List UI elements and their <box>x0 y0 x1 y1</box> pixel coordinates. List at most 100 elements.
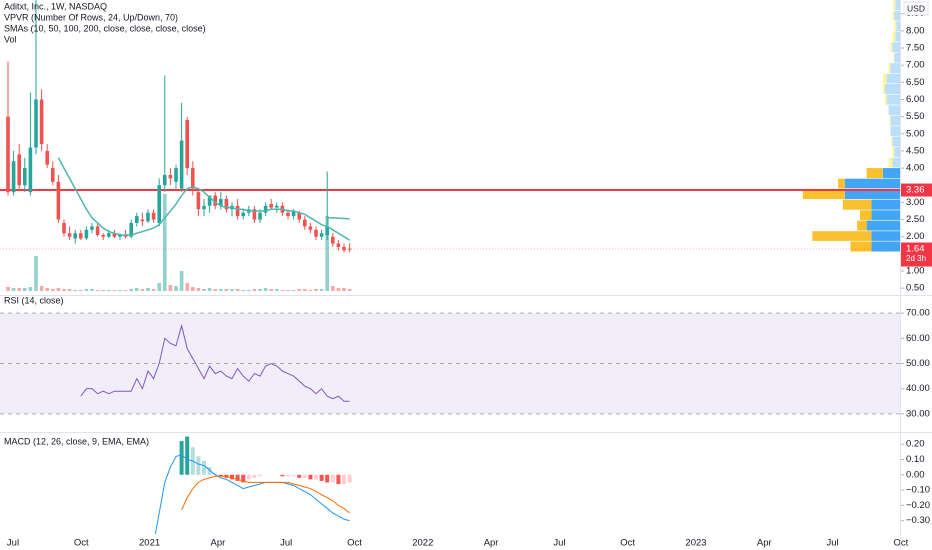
volume-bar <box>224 289 229 291</box>
volume-bar <box>73 290 77 291</box>
volume-bar <box>308 290 313 291</box>
poc-label: 3.36 <box>906 185 925 196</box>
profile-down <box>857 220 867 231</box>
volume-bar <box>258 289 262 291</box>
macd-histogram-bar <box>207 467 212 475</box>
macd-histogram-bar <box>330 474 335 483</box>
profile-down <box>892 31 896 42</box>
volume-bar <box>174 286 178 291</box>
profile-up <box>890 126 900 136</box>
profile-up <box>890 63 900 74</box>
volume-bar <box>314 289 318 291</box>
volume-bar <box>331 286 335 291</box>
x-tick-label: Oct <box>347 538 362 549</box>
x-tick-label: Oct <box>894 538 909 549</box>
rsi-pane <box>0 312 900 415</box>
volume-bar <box>241 290 245 291</box>
profile-up <box>882 168 900 179</box>
profile-down <box>884 94 887 105</box>
candle-body <box>56 181 61 220</box>
candle-body <box>291 210 296 217</box>
macd-histogram-bar <box>325 474 330 483</box>
volume-bar <box>230 289 234 291</box>
candle-body <box>112 233 117 237</box>
macd-histogram-bar <box>202 461 206 475</box>
profile-up <box>884 84 900 95</box>
volume-bar <box>247 290 251 291</box>
volume-bar <box>179 271 184 291</box>
profile-down <box>889 115 891 126</box>
candle-body <box>62 222 66 234</box>
profile-up <box>894 52 900 63</box>
profile-down <box>866 168 883 179</box>
indicator-line <box>181 475 350 514</box>
volume-bar <box>269 289 273 291</box>
y-tick-label: 7.00 <box>906 60 925 71</box>
volume-bar <box>107 290 111 291</box>
currency[interactable]: USD <box>907 3 925 13</box>
candle-body <box>11 161 16 193</box>
candle-body <box>308 226 313 230</box>
macd-histogram-bar <box>196 456 201 475</box>
volume-bar <box>163 194 167 291</box>
candle-body <box>163 174 167 186</box>
candle-body <box>331 236 335 244</box>
y-tick-label: 0.20 <box>906 439 925 450</box>
volume-bar <box>39 286 44 291</box>
candle-body <box>241 212 245 217</box>
macd-histogram-bar <box>235 474 240 481</box>
candle-body <box>73 233 77 239</box>
macd-histogram-bar <box>319 474 324 481</box>
macd-histogram-bar <box>179 441 184 475</box>
chart-title: Aditxt, Inc., 1W, NASDAQ <box>4 1 107 11</box>
candle-body <box>263 205 268 213</box>
candle-body <box>275 205 279 208</box>
volume-bar <box>90 289 94 291</box>
y-tick-label: 60.00 <box>906 333 930 344</box>
volume-bar <box>185 283 189 291</box>
volume-bar <box>219 289 223 291</box>
volume-bar <box>342 288 346 291</box>
volume-bar <box>235 289 240 291</box>
volume-bar <box>207 288 212 291</box>
profile-down <box>850 241 872 252</box>
candle-body <box>297 212 301 220</box>
y-tick-label: 40.00 <box>906 383 930 394</box>
indicator-legend: SMAs (10, 50, 100, 200, close, close, cl… <box>4 23 206 33</box>
y-tick-label: −0.10 <box>906 485 930 496</box>
volume-bar <box>336 288 341 291</box>
macd-histogram-bar <box>280 474 285 477</box>
macd-histogram-bar <box>336 474 341 484</box>
x-tick-label: Apr <box>757 538 772 549</box>
currency-box[interactable] <box>903 1 929 16</box>
volume-bar <box>45 288 49 291</box>
volume-bar <box>202 289 206 291</box>
macd-histogram-bar <box>342 474 346 484</box>
candle-body <box>39 99 44 145</box>
y-tick-label: 2.00 <box>906 231 925 242</box>
macd-histogram-bar <box>230 474 234 480</box>
candle-body <box>95 226 100 235</box>
candle-body <box>151 212 156 220</box>
macd-histogram-bar <box>258 474 262 477</box>
profile-up <box>871 231 900 241</box>
volume-bar <box>325 216 329 291</box>
y-tick-label: −0.30 <box>906 515 930 526</box>
profile-up <box>871 199 900 210</box>
y-tick-label: 0.50 <box>906 283 925 294</box>
x-tick-label: Apr <box>484 538 499 549</box>
y-tick-label: 7.50 <box>906 43 925 54</box>
candle-body <box>314 229 318 237</box>
profile-up <box>892 136 900 147</box>
profile-down <box>892 147 895 158</box>
profile-down <box>894 21 897 31</box>
x-tick-label: 2022 <box>412 538 433 549</box>
volume-bar <box>95 290 100 291</box>
indicator-legend: Vol <box>4 34 17 44</box>
candle-body <box>84 229 89 239</box>
x-tick-label: 2023 <box>685 538 706 549</box>
rsi-title: RSI (14, close) <box>4 295 64 305</box>
y-tick-label: 30.00 <box>906 408 930 419</box>
macd-histogram-bar <box>297 474 302 478</box>
candle-body <box>196 192 201 210</box>
